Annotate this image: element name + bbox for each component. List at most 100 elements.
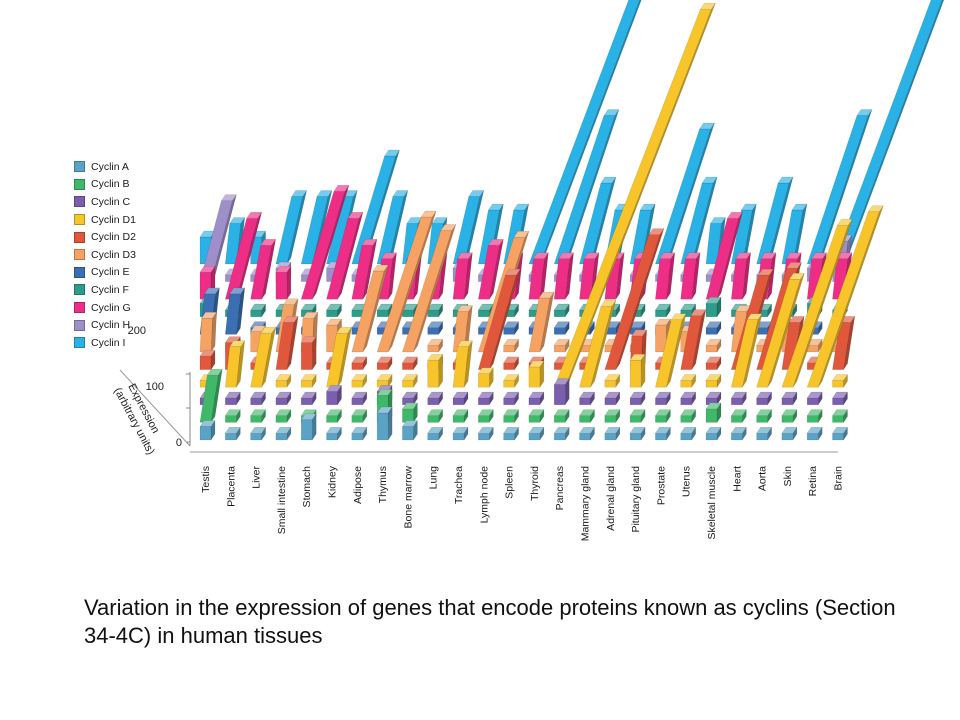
- bar-cyclin-c-stomach: [300, 391, 317, 406]
- bar-cyclin-a-bone-marrow: [401, 419, 418, 441]
- legend-label: Cyclin D1: [91, 213, 136, 226]
- bar-cyclin-a-trachea: [452, 426, 469, 441]
- bar-cyclin-d1-prostate: [655, 313, 687, 388]
- bar-cyclin-b-thyroid: [528, 408, 545, 424]
- legend-item-cyclin-i: Cyclin I: [74, 334, 136, 352]
- bar-cyclin-b-heart: [730, 408, 747, 424]
- legend: Cyclin A Cyclin B Cyclin C Cyclin D1 Cyclin …: [74, 158, 136, 352]
- category-label-spleen: Spleen: [504, 466, 516, 499]
- bar-cyclin-a-spleen: [503, 426, 520, 441]
- legend-label: Cyclin D3: [91, 248, 136, 261]
- bar-cyclin-d1-skeletal-muscle: [705, 373, 722, 389]
- bar-cyclin-i-pancreas: [553, 109, 620, 265]
- bar-cyclin-d3-lung: [427, 338, 444, 353]
- bar-cyclin-e-placenta: [225, 287, 246, 335]
- legend-swatch: [74, 196, 85, 208]
- legend-swatch: [74, 319, 85, 331]
- bar-cyclin-d3-pancreas: [553, 338, 570, 353]
- z-tick-label: 100: [146, 381, 164, 393]
- bar-cyclin-d3-skeletal-muscle: [705, 338, 722, 353]
- bar-cyclin-b-skin: [781, 408, 798, 424]
- category-label-stomach: Stomach: [301, 466, 313, 508]
- bar-cyclin-e-lung: [427, 320, 444, 336]
- bar-cyclin-a-mammary-gland: [579, 426, 595, 441]
- legend-item-cyclin-g: Cyclin G: [74, 299, 136, 317]
- legend-item-cyclin-h: Cyclin H: [74, 316, 136, 334]
- bar-cyclin-a-kidney: [326, 426, 342, 441]
- bar-cyclin-g-kidney: [326, 211, 364, 300]
- bar-cyclin-i-small-intestine: [275, 190, 308, 265]
- bar-cyclin-d1-adipose: [351, 373, 368, 389]
- category-label-small-intestine: Small intestine: [276, 466, 288, 534]
- bar-cyclin-b-lung: [427, 408, 444, 424]
- bar-cyclin-f-thymus: [376, 303, 393, 318]
- axes-layer: [119, 369, 838, 453]
- bar-cyclin-d1-brain: [832, 373, 848, 389]
- legend-swatch: [74, 284, 85, 296]
- category-label-thyroid: Thyroid: [529, 466, 541, 501]
- bar-cyclin-d3-bone-marrow: [402, 224, 457, 353]
- bar-cyclin-b-pituitary-gland: [629, 408, 646, 424]
- bar-cyclin-f-prostate: [654, 303, 671, 318]
- bar-cyclin-a-uterus: [680, 426, 697, 441]
- category-label-skeletal-muscle: Skeletal muscle: [706, 466, 718, 540]
- bar-cyclin-b-adipose: [351, 408, 368, 424]
- bar-cyclin-a-prostate: [654, 426, 671, 441]
- bar-cyclin-g-lymph-node: [477, 238, 504, 300]
- bar-cyclin-b-trachea: [452, 408, 469, 424]
- legend-swatch: [74, 302, 85, 314]
- depth-axis-line: [119, 369, 191, 447]
- bar-cyclin-g-thyroid: [528, 252, 549, 300]
- category-label-liver: Liver: [251, 466, 263, 489]
- bar-cyclin-c-pancreas: [553, 377, 570, 406]
- bar-cyclin-d2-adipose: [351, 356, 368, 371]
- bar-cyclin-g-heart: [731, 252, 752, 300]
- figure-caption: Variation in the expression of genes tha…: [84, 595, 896, 648]
- bar-cyclin-c-prostate: [654, 391, 671, 406]
- legend-swatch: [74, 178, 85, 190]
- bar-cyclin-c-spleen: [503, 391, 520, 406]
- bar-cyclin-b-testis: [199, 368, 223, 423]
- bar-cyclin-b-aorta: [756, 408, 773, 424]
- bar-cyclin-d1-mammary-gland: [579, 299, 617, 388]
- legend-label: Cyclin D2: [91, 231, 136, 244]
- bar-cyclin-b-prostate: [654, 408, 671, 424]
- bar-cyclin-d3-thymus: [376, 210, 437, 353]
- bar-cyclin-b-small-intestine: [275, 408, 292, 424]
- bar-cyclin-e-spleen: [503, 320, 520, 336]
- bar-cyclin-d2-testis: [199, 349, 216, 371]
- legend-label: Cyclin G: [91, 301, 131, 314]
- bar-cyclin-g-adipose: [351, 238, 378, 300]
- bar-cyclin-g-prostate: [655, 252, 676, 300]
- category-label-bone-marrow: Bone marrow: [402, 466, 414, 529]
- bar-cyclin-g-placenta: [224, 211, 263, 300]
- category-label-kidney: Kidney: [327, 465, 339, 498]
- bar-cyclin-d2-thymus: [376, 356, 393, 371]
- bar-cyclin-c-placenta: [224, 391, 241, 406]
- bar-cyclin-d1-kidney: [326, 326, 353, 388]
- bar-cyclin-d1-placenta: [225, 340, 246, 388]
- bar-cyclin-d1-retina: [806, 205, 884, 388]
- bar-cyclin-b-bone-marrow: [401, 402, 418, 424]
- bar-cyclin-c-brain: [832, 391, 848, 406]
- bar-cyclin-a-retina: [806, 426, 823, 441]
- legend-swatch: [74, 214, 85, 226]
- bar-cyclin-d1-small-intestine: [275, 373, 292, 389]
- bar-cyclin-d2-stomach: [300, 335, 317, 371]
- legend-item-cyclin-d2: Cyclin D2: [74, 228, 136, 246]
- bar-cyclin-c-bone-marrow: [401, 391, 418, 406]
- bar-cyclin-a-pituitary-gland: [629, 426, 646, 441]
- bar-cyclin-f-lung: [427, 303, 444, 318]
- bar-cyclin-d1-bone-marrow: [401, 373, 418, 389]
- bar-cyclin-c-trachea: [452, 391, 469, 406]
- legend-item-cyclin-b: Cyclin B: [74, 176, 136, 194]
- bar-cyclin-a-adipose: [351, 426, 368, 441]
- legend-item-cyclin-e: Cyclin E: [74, 264, 136, 282]
- bar-cyclin-a-brain: [832, 426, 848, 441]
- bar-cyclin-g-trachea: [452, 252, 473, 300]
- bar-cyclin-d3-spleen: [503, 338, 520, 353]
- bar-cyclin-g-uterus: [680, 252, 701, 300]
- z-tick-label: 0: [176, 437, 182, 449]
- legend-swatch: [74, 249, 85, 261]
